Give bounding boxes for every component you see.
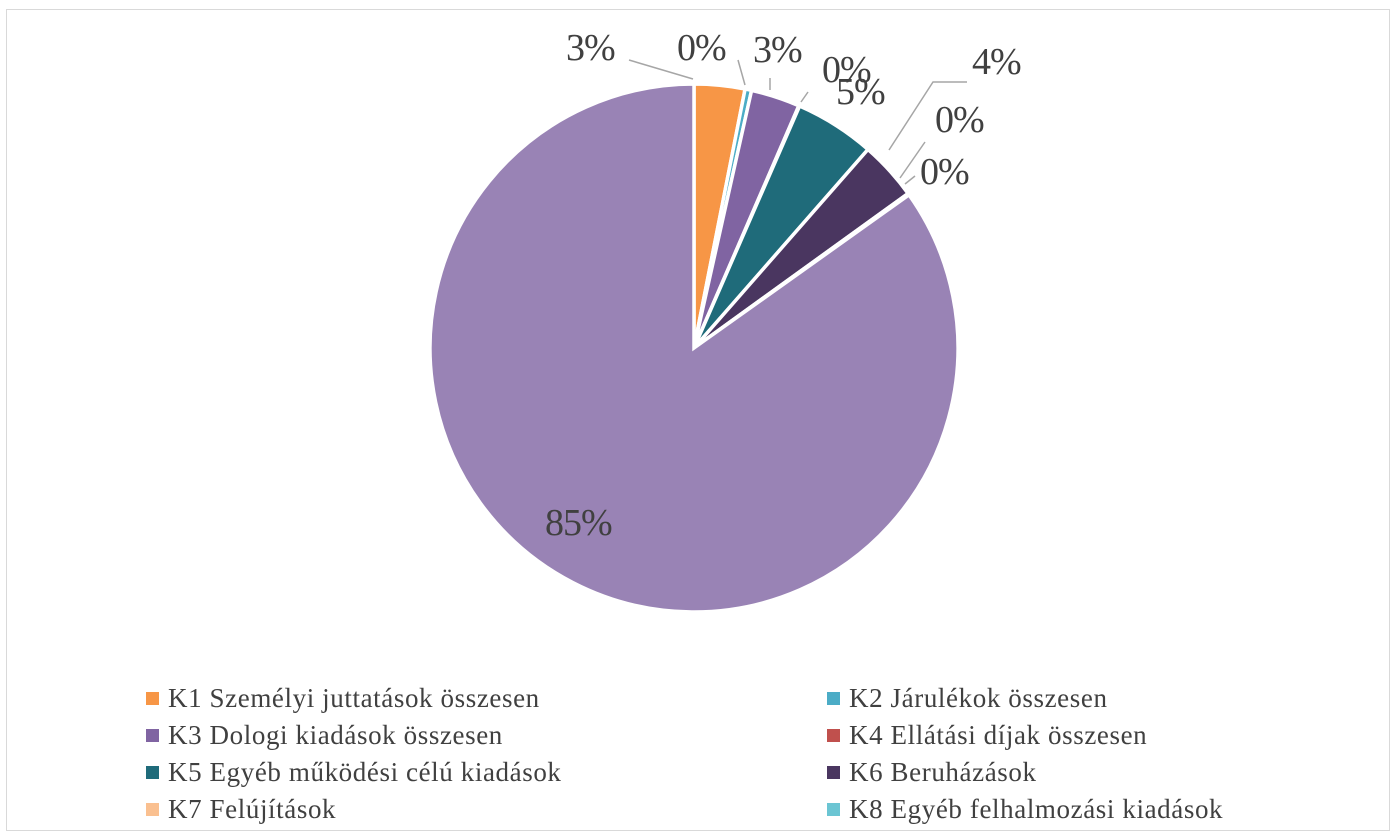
data-label-3: 3%: [753, 29, 802, 71]
data-label-6: 4%: [972, 41, 1021, 83]
leader-line-8: [904, 175, 916, 185]
data-label-9: 85%: [545, 502, 612, 544]
legend-item-1: K1 Személyi juttatások összesen: [146, 682, 540, 714]
data-label-8: 0%: [920, 151, 969, 193]
leader-line-6: [888, 81, 967, 151]
legend-swatch-1: [146, 691, 159, 705]
legend-swatch-2: [827, 691, 840, 705]
legend-label-3: K3 Dologi kiadások összesen: [168, 719, 503, 750]
leader-line-7: [899, 141, 926, 179]
data-label-2: 0%: [677, 27, 726, 69]
legend-item-6: K6 Beruházások: [827, 756, 1037, 788]
legend-item-7: K7 Felújítások: [146, 793, 336, 825]
data-label-4: 0%: [822, 49, 871, 91]
pie-slice-9: [428, 82, 960, 614]
data-label-7: 0%: [935, 99, 984, 141]
chart-frame: [6, 9, 1390, 831]
legend-item-5: K5 Egyéb működési célú kiadások: [146, 756, 562, 788]
legend-item-8: K8 Egyéb felhalmozási kiadások: [827, 793, 1223, 825]
legend-label-5: K5 Egyéb működési célú kiadások: [168, 756, 562, 787]
legend-swatch-5: [146, 765, 159, 779]
legend-swatch-7: [146, 802, 159, 816]
legend-label-2: K2 Járulékok összesen: [849, 682, 1108, 713]
data-label-5: 5%: [836, 71, 885, 113]
legend-swatch-8: [827, 802, 840, 816]
legend-swatch-3: [146, 728, 159, 742]
leader-line-2: [737, 59, 746, 86]
legend-label-8: K8 Egyéb felhalmozási kiadások: [849, 793, 1224, 824]
leader-line-1: [628, 59, 694, 80]
legend-item-3: K3 Dologi kiadások összesen: [146, 719, 503, 751]
legend-swatch-6: [827, 765, 840, 779]
legend-label-1: K1 Személyi juttatások összesen: [168, 682, 540, 713]
legend-label-7: K7 Felújítások: [168, 793, 337, 824]
legend-label-6: K6 Beruházások: [849, 756, 1037, 787]
legend-swatch-4: [827, 728, 840, 742]
leader-line-5: [800, 91, 809, 103]
legend-item-4: K4 Ellátási díjak összesen: [827, 719, 1147, 751]
legend-item-2: K2 Járulékok összesen: [827, 682, 1108, 714]
legend-label-4: K4 Ellátási díjak összesen: [849, 719, 1148, 750]
data-label-1: 3%: [566, 27, 615, 69]
